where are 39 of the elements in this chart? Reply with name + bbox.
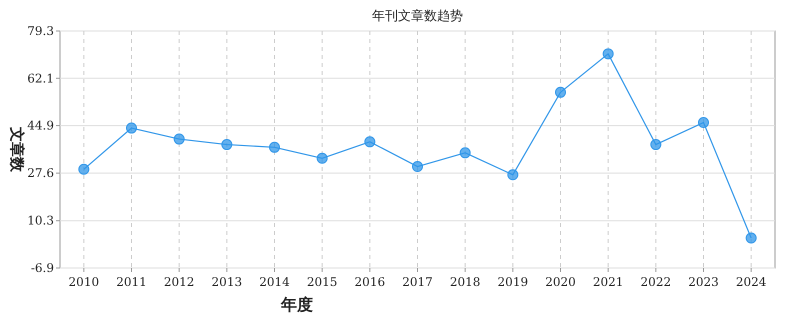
x-tick-label: 2019	[498, 275, 528, 289]
point	[412, 161, 423, 172]
x-tick-label: 2015	[306, 275, 338, 289]
x-tick-label: 2020	[545, 275, 576, 289]
y-tick-label: 44.9	[27, 118, 54, 133]
x-tick-label: 2014	[259, 275, 290, 289]
point	[650, 139, 662, 150]
x-tick-label: 2017	[402, 275, 433, 289]
point	[507, 169, 518, 180]
x-tick-label: 2024	[736, 275, 767, 289]
x-tick-label: 2022	[640, 275, 672, 289]
point	[555, 86, 566, 98]
x-tick-label: 2023	[688, 275, 719, 289]
x-tick-label: 2016	[354, 275, 386, 289]
y-tick-label: 10.3	[27, 214, 54, 228]
y-tick-label: -6.9	[30, 261, 54, 275]
point	[364, 136, 376, 148]
point	[78, 164, 90, 175]
point	[602, 48, 614, 60]
x-tick-label: 2021	[592, 275, 624, 289]
point	[269, 142, 280, 153]
x-axis-title: 年度	[280, 295, 313, 314]
x-tick-label: 2013	[212, 275, 242, 289]
point	[316, 152, 328, 164]
y-axis-title: 文章数	[8, 126, 26, 173]
point	[221, 139, 232, 150]
x-tick-label: 2011	[116, 275, 147, 289]
point	[460, 147, 471, 158]
x-tick-label: 2018	[450, 275, 480, 289]
y-tick-label: 79.3	[27, 24, 54, 38]
point	[126, 122, 137, 134]
y-tick-label: 27.6	[27, 166, 54, 180]
y-tick-label: 62.1	[27, 71, 54, 86]
x-tick-label: 2012	[164, 275, 194, 289]
x-tick-label: 2010	[68, 275, 100, 289]
point	[746, 232, 757, 244]
chart-title: 年刊文章数趋势	[372, 9, 463, 24]
point	[698, 117, 709, 128]
point	[174, 134, 185, 145]
